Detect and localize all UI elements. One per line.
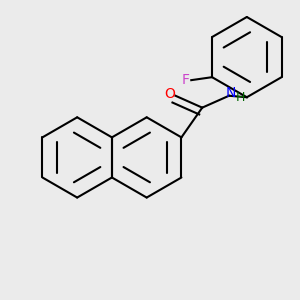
Text: F: F [182,73,190,87]
Text: H: H [236,91,245,104]
Text: N: N [225,86,236,100]
Text: O: O [165,87,176,101]
